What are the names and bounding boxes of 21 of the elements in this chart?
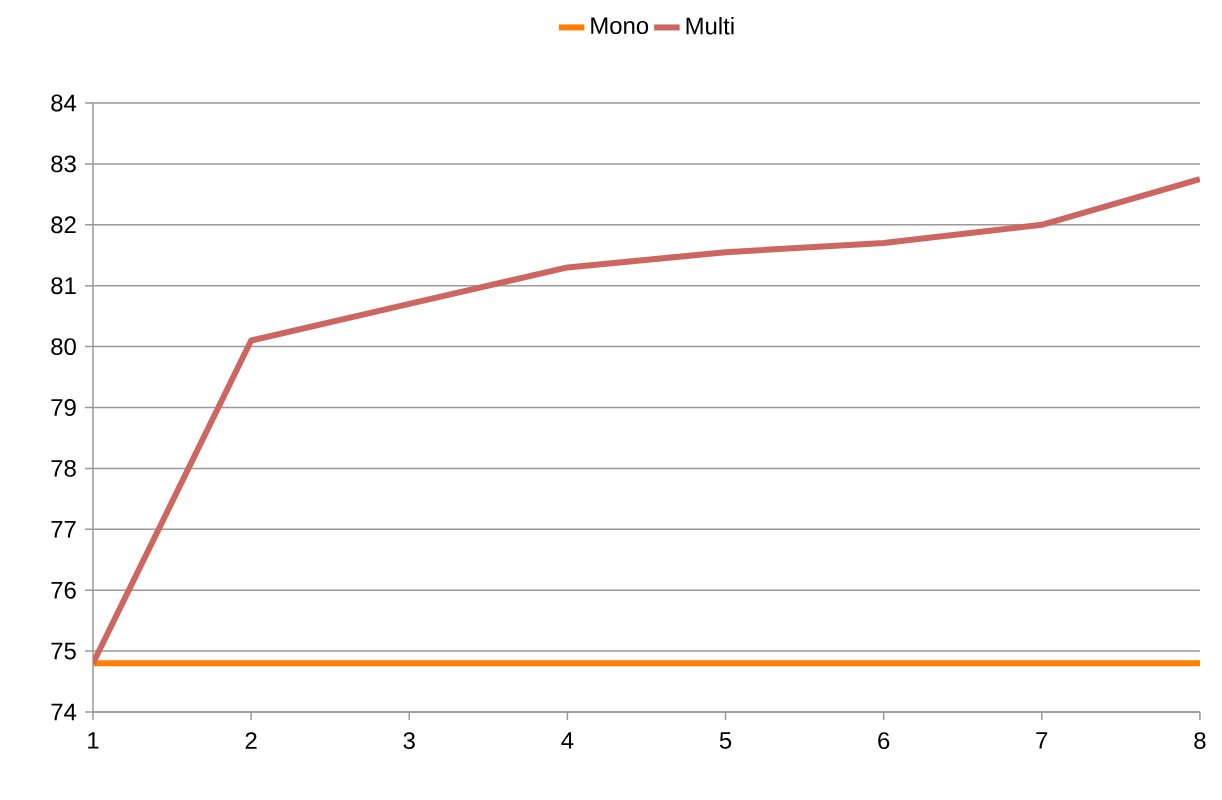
y-tick-label: 75	[51, 642, 76, 660]
y-tick-label: 77	[51, 521, 76, 538]
legend-label: Multi	[686, 16, 734, 35]
y-tick-label: 84	[51, 94, 77, 112]
y-tick-label: 76	[51, 581, 76, 599]
y-tick-label: 79	[51, 399, 76, 416]
legend-label: Mono	[591, 17, 649, 35]
y-tick-label: 78	[51, 459, 76, 477]
x-tick-label: 5	[719, 732, 732, 749]
x-tick-label: 2	[245, 732, 257, 749]
y-tick-label: 82	[51, 216, 76, 234]
x-tick-label: 4	[561, 732, 574, 749]
y-tick-label: 80	[51, 338, 76, 356]
y-tick-label: 81	[51, 277, 76, 295]
x-tick-label: 1	[88, 732, 99, 749]
x-tick-label: 8	[1194, 732, 1206, 750]
x-tick-label: 6	[878, 732, 890, 750]
x-tick-label: 3	[403, 732, 415, 750]
x-tick-label: 7	[1036, 732, 1048, 749]
y-tick-label: 83	[51, 155, 76, 173]
y-tick-label: 74	[51, 703, 77, 721]
